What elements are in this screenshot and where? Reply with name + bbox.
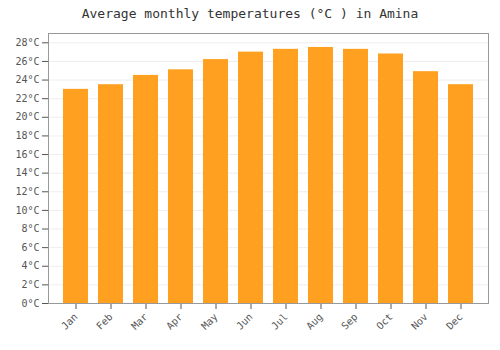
svg-text:Sep: Sep — [339, 311, 360, 332]
svg-text:6°C: 6°C — [21, 242, 39, 253]
svg-text:May: May — [199, 311, 220, 332]
html-text:Average monthly temperatures (: Average monthly temperatures (°C ) in Am… — [81, 6, 419, 21]
svg-text:16°C: 16°C — [15, 149, 39, 160]
svg-text:20°C: 20°C — [15, 111, 39, 122]
svg-text:Nov: Nov — [409, 311, 430, 332]
svg-text:2°C: 2°C — [21, 279, 39, 290]
svg-text:Aug: Aug — [304, 311, 325, 332]
svg-text:Jul: Jul — [269, 311, 290, 332]
svg-text:Jan: Jan — [59, 311, 80, 332]
svg-text:4°C: 4°C — [21, 260, 39, 271]
svg-text:24°C: 24°C — [15, 74, 39, 85]
svg-text:Jun: Jun — [234, 311, 255, 332]
svg-text:Oct: Oct — [374, 311, 395, 332]
svg-text:Feb: Feb — [94, 311, 115, 332]
svg-text:Dec: Dec — [444, 311, 465, 332]
svg-text:Apr: Apr — [164, 311, 185, 332]
svg-text:0°C: 0°C — [21, 298, 39, 309]
svg-text:8°C: 8°C — [21, 223, 39, 234]
svg-text:26°C: 26°C — [15, 56, 39, 67]
svg-text:22°C: 22°C — [15, 93, 39, 104]
svg-text:14°C: 14°C — [15, 167, 39, 178]
svg-text:Mar: Mar — [129, 311, 150, 332]
svg-text:18°C: 18°C — [15, 130, 39, 141]
svg-text:28°C: 28°C — [15, 37, 39, 48]
svg-text:10°C: 10°C — [15, 205, 39, 216]
svg-text:12°C: 12°C — [15, 186, 39, 197]
